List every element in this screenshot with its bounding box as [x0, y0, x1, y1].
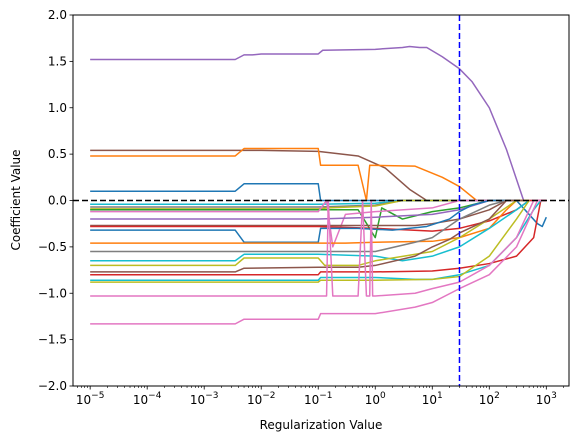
series-line-1 [90, 45, 547, 202]
series-line-17 [90, 199, 530, 267]
y-axis-label: Coefficient Value [9, 149, 23, 250]
y-tick-label: 1.0 [48, 101, 67, 115]
x-tick-label: 103 [536, 391, 557, 407]
x-tick-label: 10−1 [304, 391, 333, 407]
x-tick-label: 10−5 [76, 391, 105, 407]
x-tick-label: 102 [479, 391, 500, 407]
y-tick-label: −1.5 [38, 333, 67, 347]
x-tick-label: 100 [365, 391, 386, 407]
reference-lines [73, 15, 569, 386]
series-line-16 [90, 199, 530, 262]
x-axis-ticks: 10−5 10−4 10−3 10−2 10−1 100 101 102 103 [76, 386, 564, 407]
x-tick-label: 10−4 [133, 391, 162, 407]
y-tick-label: 0.5 [48, 147, 67, 161]
series-line-15 [90, 199, 524, 253]
y-tick-label: 2.0 [48, 8, 67, 22]
y-tick-label: −0.5 [38, 240, 67, 254]
y-tick-label: −2.0 [38, 379, 67, 393]
series-line-13 [90, 199, 547, 243]
y-tick-label: 0.0 [48, 194, 67, 208]
series-line-21 [90, 200, 530, 283]
y-axis-ticks: −2.0 −1.5 −1.0 −0.5 0.0 0.5 1.0 1.5 2.0 [38, 8, 73, 393]
series-line-14 [90, 199, 530, 244]
series-line-23 [90, 199, 547, 325]
x-tick-label: 10−2 [247, 391, 276, 407]
y-tick-label: −1.0 [38, 286, 67, 300]
x-tick-label: 10−3 [190, 391, 219, 407]
x-tick-label: 101 [422, 391, 443, 407]
series-line-11 [90, 199, 524, 227]
series-line-18 [90, 199, 524, 273]
x-axis-label: Regularization Value [260, 418, 383, 432]
y-tick-label: 1.5 [48, 54, 67, 68]
series-line-9 [90, 199, 490, 248]
